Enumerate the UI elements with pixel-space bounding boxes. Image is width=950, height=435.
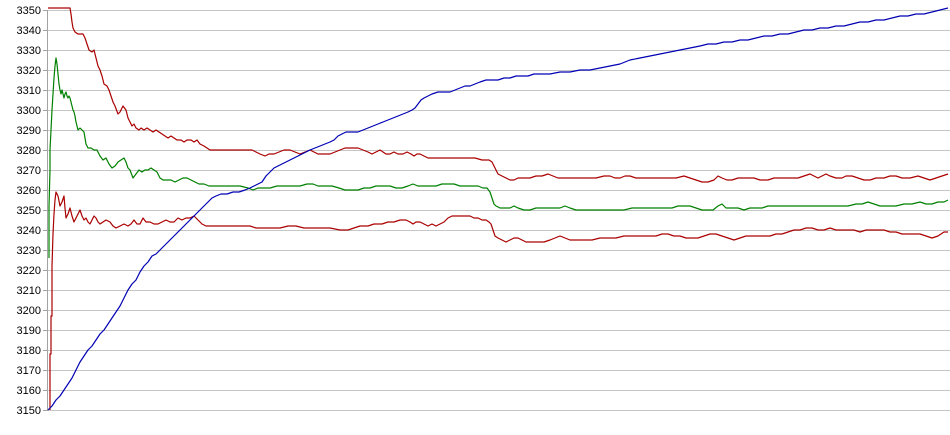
y-axis-label: 3200 — [17, 305, 41, 317]
y-axis-label: 3310 — [17, 85, 41, 97]
y-axis-label: 3160 — [17, 385, 41, 397]
y-axis-label: 3330 — [17, 45, 41, 57]
y-axis-label: 3280 — [17, 145, 41, 157]
y-axis-label: 3300 — [17, 105, 41, 117]
y-axis-label: 3230 — [17, 245, 41, 257]
series-middle-green-line — [48, 57, 949, 258]
y-axis-label: 3190 — [17, 325, 41, 337]
series-lower-red-line — [49, 191, 948, 410]
y-axis-label: 3290 — [17, 125, 41, 137]
y-axis-label: 3320 — [17, 65, 41, 77]
y-axis-label: 3180 — [17, 345, 41, 357]
series-upper-red-line — [48, 7, 949, 183]
y-axis-label: 3350 — [17, 5, 41, 17]
y-axis-label: 3150 — [17, 405, 41, 417]
y-axis-label: 3270 — [17, 165, 41, 177]
y-axis-label: 3260 — [17, 185, 41, 197]
y-axis-label: 3340 — [17, 25, 41, 37]
y-axis-label: 3170 — [17, 365, 41, 377]
y-axis-label: 3250 — [17, 205, 41, 217]
y-axis-label: 3210 — [17, 285, 41, 297]
y-axis-label: 3240 — [17, 225, 41, 237]
y-axis-label: 3220 — [17, 265, 41, 277]
series-rising-blue-line — [47, 7, 949, 411]
